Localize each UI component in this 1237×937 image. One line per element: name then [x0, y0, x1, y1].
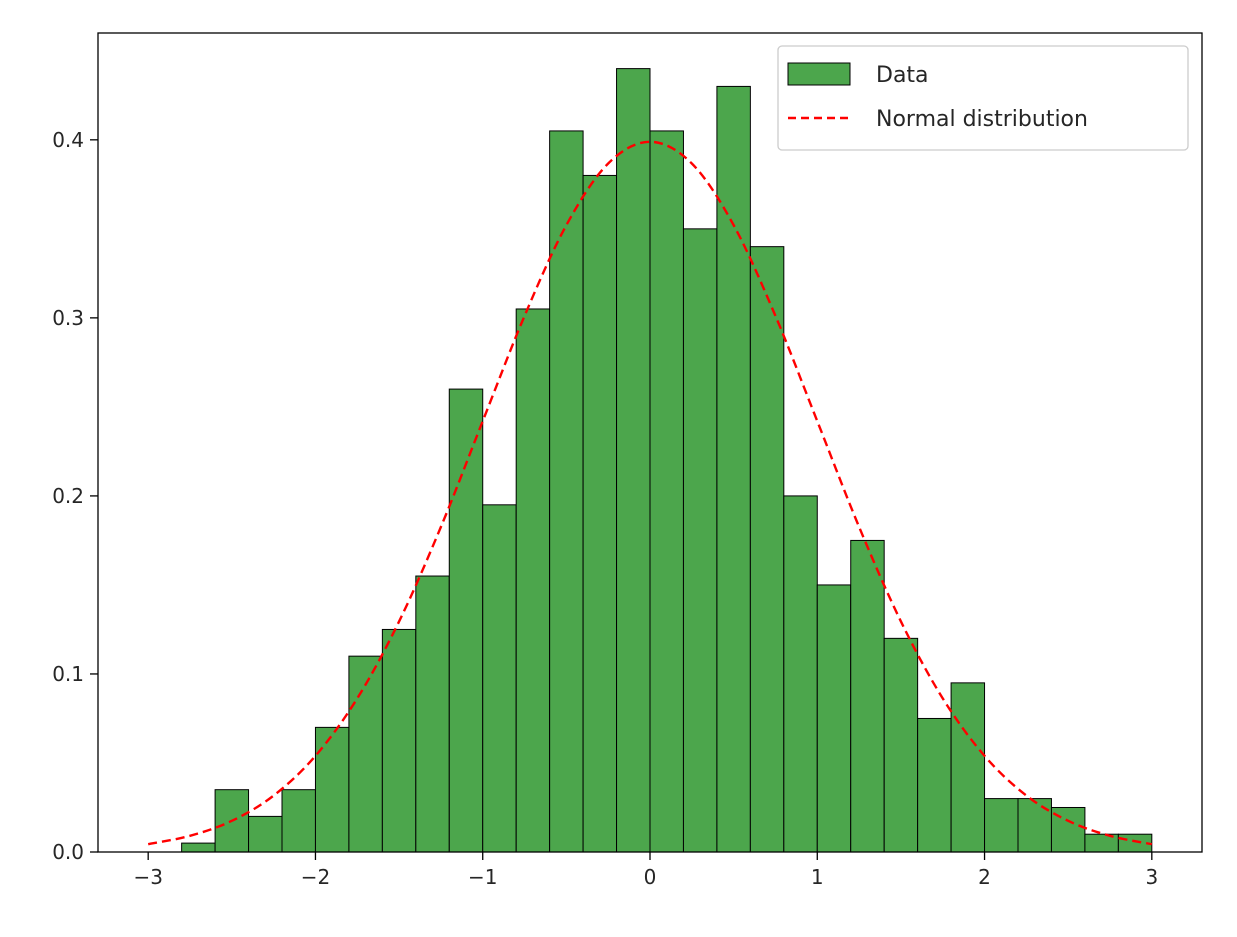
histogram-bar — [281, 789, 316, 853]
histogram-bar — [348, 655, 383, 853]
y-axis: 0.0 0.1 0.2 0.3 0.4 — [52, 128, 98, 864]
x-tick-label: 2 — [978, 865, 991, 889]
legend-box — [777, 45, 1189, 151]
histogram-bar — [582, 174, 618, 853]
histogram-bars — [181, 68, 1153, 853]
x-tick-label: 1 — [811, 865, 824, 889]
x-tick-label: −3 — [133, 865, 162, 889]
legend-label-normal: Normal distribution — [876, 107, 1088, 132]
x-axis: −3 −2 −1 0 1 2 3 — [133, 852, 1158, 889]
histogram-bar — [682, 228, 718, 853]
x-tick-label: 0 — [644, 865, 657, 889]
x-tick-label: 3 — [1145, 865, 1158, 889]
histogram-bar — [816, 584, 852, 853]
histogram-bar — [181, 842, 216, 853]
y-tick-label: 0.2 — [52, 484, 84, 508]
histogram-bar — [716, 85, 751, 853]
histogram-bar — [248, 815, 283, 853]
histogram-bar — [984, 798, 1019, 853]
histogram-bar — [415, 575, 450, 853]
normal-distribution-line — [147, 140, 1153, 846]
y-tick-label: 0.0 — [52, 840, 84, 864]
histogram-bar — [381, 628, 417, 853]
histogram-bar — [482, 504, 517, 853]
normal-curve-layer — [147, 140, 1153, 846]
histogram-bar — [783, 495, 818, 853]
histogram-bar — [883, 637, 919, 853]
x-tick-label: −1 — [468, 865, 497, 889]
histogram-bar — [314, 726, 350, 853]
legend-swatch-data — [787, 62, 851, 86]
legend: Data Normal distribution — [777, 45, 1189, 151]
histogram-bar — [616, 68, 651, 853]
histogram-bar — [649, 130, 684, 853]
histogram-bar — [1017, 798, 1052, 853]
y-tick-label: 0.1 — [52, 662, 84, 686]
histogram-bar — [448, 388, 484, 853]
histogram-bar — [850, 539, 885, 853]
y-tick-label: 0.3 — [52, 306, 84, 330]
histogram-bar — [950, 682, 986, 853]
histogram-bar — [549, 130, 584, 853]
legend-label-data: Data — [876, 63, 929, 88]
x-tick-label: −2 — [301, 865, 330, 889]
histogram-bar — [917, 717, 952, 853]
y-tick-label: 0.4 — [52, 128, 84, 152]
histogram-bar — [749, 246, 785, 853]
histogram-bar — [515, 308, 551, 853]
